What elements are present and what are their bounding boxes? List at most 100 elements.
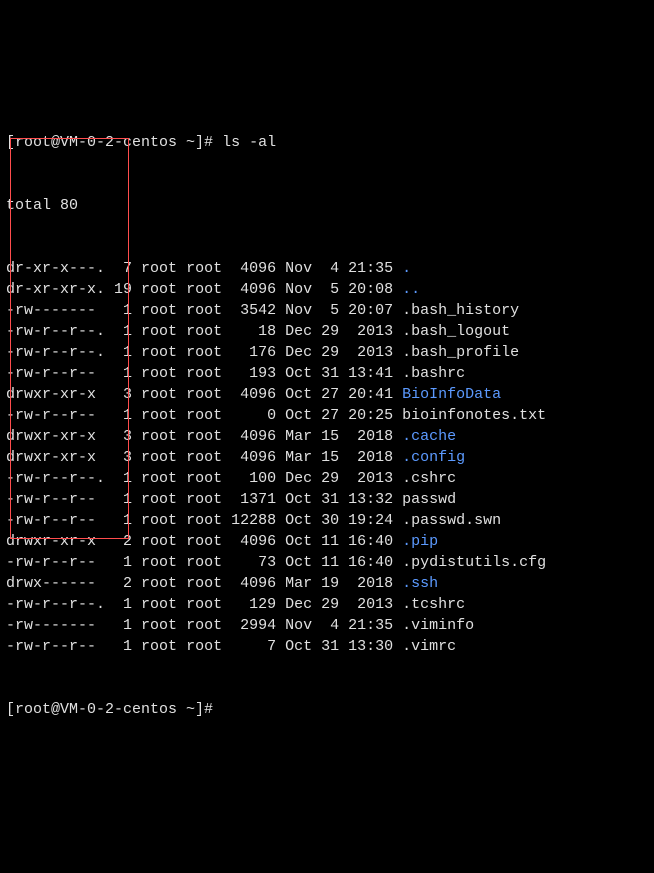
listing-row: drwxr-xr-x 3 root root 4096 Mar 15 2018 … — [6, 447, 648, 468]
owner: root — [132, 260, 177, 277]
file-size: 0 — [222, 407, 276, 424]
permissions: -rw-r--r--. — [6, 323, 105, 340]
date-month: Nov — [276, 617, 312, 634]
owner: root — [132, 344, 177, 361]
date-month: Dec — [276, 323, 312, 340]
file-name: .bash_logout — [393, 323, 510, 340]
file-size: 12288 — [222, 512, 276, 529]
file-size: 4096 — [222, 575, 276, 592]
date-day: 4 — [312, 617, 339, 634]
permissions: -rw-r--r--. — [6, 470, 105, 487]
listing-row: -rw------- 1 root root 2994 Nov 4 21:35 … — [6, 615, 648, 636]
link-count: 1 — [105, 365, 132, 382]
date-day: 19 — [312, 575, 339, 592]
link-count: 3 — [105, 428, 132, 445]
date-month: Oct — [276, 386, 312, 403]
group: root — [177, 428, 222, 445]
date-time: 2013 — [339, 323, 393, 340]
directory-name: .config — [393, 449, 465, 466]
group: root — [177, 323, 222, 340]
permissions: dr-xr-xr-x. — [6, 281, 105, 298]
date-day: 29 — [312, 344, 339, 361]
permissions: -rw------- — [6, 302, 105, 319]
prompt-line: [root@VM-0-2-centos ~]# ls -al — [6, 132, 648, 153]
group: root — [177, 512, 222, 529]
group: root — [177, 638, 222, 655]
group: root — [177, 617, 222, 634]
total-line: total 80 — [6, 195, 648, 216]
date-time: 2013 — [339, 470, 393, 487]
file-size: 129 — [222, 596, 276, 613]
group: root — [177, 407, 222, 424]
directory-name: BioInfoData — [393, 386, 501, 403]
owner: root — [132, 617, 177, 634]
file-name: bioinfonotes.txt — [393, 407, 546, 424]
group: root — [177, 260, 222, 277]
group: root — [177, 470, 222, 487]
owner: root — [132, 512, 177, 529]
shell-prompt: [root@VM-0-2-centos ~]# — [6, 701, 213, 718]
listing-row: -rw-r--r-- 1 root root 12288 Oct 30 19:2… — [6, 510, 648, 531]
file-size: 100 — [222, 470, 276, 487]
file-size: 4096 — [222, 428, 276, 445]
listing-row: -rw-r--r--. 1 root root 100 Dec 29 2013 … — [6, 468, 648, 489]
file-listing: dr-xr-x---. 7 root root 4096 Nov 4 21:35… — [6, 258, 648, 657]
permissions: -rw-r--r--. — [6, 596, 105, 613]
permissions: -rw-r--r-- — [6, 365, 105, 382]
date-day: 5 — [312, 302, 339, 319]
date-time: 19:24 — [339, 512, 393, 529]
group: root — [177, 365, 222, 382]
date-month: Mar — [276, 449, 312, 466]
owner: root — [132, 281, 177, 298]
prompt-line-end: [root@VM-0-2-centos ~]# — [6, 699, 648, 720]
listing-row: -rw-r--r--. 1 root root 176 Dec 29 2013 … — [6, 342, 648, 363]
permissions: -rw-r--r-- — [6, 407, 105, 424]
group: root — [177, 302, 222, 319]
owner: root — [132, 470, 177, 487]
file-size: 4096 — [222, 533, 276, 550]
owner: root — [132, 323, 177, 340]
link-count: 1 — [105, 344, 132, 361]
file-size: 3542 — [222, 302, 276, 319]
link-count: 3 — [105, 386, 132, 403]
date-month: Oct — [276, 638, 312, 655]
file-name: .bashrc — [393, 365, 465, 382]
date-day: 5 — [312, 281, 339, 298]
owner: root — [132, 302, 177, 319]
link-count: 1 — [105, 617, 132, 634]
owner: root — [132, 365, 177, 382]
listing-row: drwxr-xr-x 2 root root 4096 Oct 11 16:40… — [6, 531, 648, 552]
permissions: drwxr-xr-x — [6, 533, 105, 550]
listing-row: -rw-r--r--. 1 root root 18 Dec 29 2013 .… — [6, 321, 648, 342]
date-day: 27 — [312, 407, 339, 424]
group: root — [177, 554, 222, 571]
link-count: 3 — [105, 449, 132, 466]
listing-row: -rw-r--r-- 1 root root 7 Oct 31 13:30 .v… — [6, 636, 648, 657]
owner: root — [132, 407, 177, 424]
file-size: 176 — [222, 344, 276, 361]
date-time: 2018 — [339, 449, 393, 466]
link-count: 1 — [105, 302, 132, 319]
date-time: 21:35 — [339, 260, 393, 277]
date-month: Oct — [276, 512, 312, 529]
group: root — [177, 449, 222, 466]
file-size: 73 — [222, 554, 276, 571]
date-time: 20:07 — [339, 302, 393, 319]
date-time: 2013 — [339, 596, 393, 613]
permissions: drwxr-xr-x — [6, 386, 105, 403]
date-time: 16:40 — [339, 533, 393, 550]
listing-row: -rw-r--r-- 1 root root 73 Oct 11 16:40 .… — [6, 552, 648, 573]
group: root — [177, 386, 222, 403]
date-time: 2018 — [339, 428, 393, 445]
file-size: 18 — [222, 323, 276, 340]
date-month: Oct — [276, 365, 312, 382]
date-time: 13:30 — [339, 638, 393, 655]
date-day: 11 — [312, 554, 339, 571]
file-name: .tcshrc — [393, 596, 465, 613]
date-day: 29 — [312, 596, 339, 613]
date-day: 29 — [312, 470, 339, 487]
date-time: 20:25 — [339, 407, 393, 424]
date-day: 30 — [312, 512, 339, 529]
link-count: 19 — [105, 281, 132, 298]
directory-name: .. — [393, 281, 420, 298]
